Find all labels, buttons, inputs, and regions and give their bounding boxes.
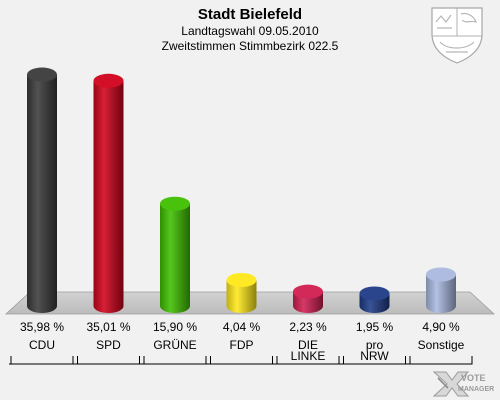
category-axis: [9, 356, 473, 365]
brand-manager: MANAGER: [458, 386, 494, 393]
bar-5: [359, 286, 390, 313]
vote-manager-logo: VOTE MANAGER: [432, 371, 494, 397]
bar-cap: [160, 196, 190, 211]
bar-6: [426, 267, 456, 313]
axis-tick: [276, 356, 340, 365]
bar-series: [27, 67, 456, 313]
bar-body: [93, 80, 124, 313]
bar-3: [226, 273, 257, 313]
bar-cap: [226, 273, 257, 288]
category-label: Sonstige: [418, 338, 465, 352]
category-label: FDP: [230, 338, 254, 352]
coat-of-arms-icon: [431, 7, 483, 64]
value-label: 15,90 %: [153, 320, 197, 334]
chart-subtitle-election: Landtagswahl 09.05.2010: [181, 24, 319, 38]
category-label: SPD: [96, 338, 121, 352]
axis-tick: [343, 356, 406, 365]
value-label: 1,95 %: [356, 320, 394, 334]
chart-title: Stadt Bielefeld: [197, 6, 303, 23]
value-label: 35,98 %: [20, 320, 64, 334]
bar-body: [226, 280, 257, 313]
chart-header: Stadt Bielefeld Landtagswahl 09.05.2010 …: [0, 6, 500, 54]
brand-vote: VOTE: [461, 373, 486, 383]
bar-1: [93, 73, 124, 313]
bar-body: [160, 203, 190, 313]
ballot-cross-icon: [432, 371, 470, 397]
axis-tick: [409, 356, 473, 365]
bar-body: [426, 274, 456, 313]
axis-tick: [143, 356, 207, 365]
category-label: GRÜNE: [153, 338, 196, 352]
bar-cap: [359, 286, 390, 301]
category-labels: CDU SPD GRÜNE FDP DIE LINKE pro NRW Sonstige: [29, 338, 465, 363]
axis-tick: [77, 356, 140, 365]
bar-cap: [426, 267, 456, 282]
bar-0: [27, 67, 57, 313]
category-label: pro NRW: [360, 338, 389, 363]
axis-tick: [210, 356, 273, 365]
value-label: 4,04 %: [223, 320, 261, 334]
value-label: 2,23 %: [289, 320, 327, 334]
bar-4: [293, 284, 323, 313]
value-label: 4,90 %: [422, 320, 460, 334]
bar-cap: [293, 284, 323, 299]
value-label: 35,01 %: [86, 320, 130, 334]
bar-body: [27, 74, 57, 313]
category-label: CDU: [29, 338, 55, 352]
value-labels: 35,98 % 35,01 % 15,90 % 4,04 % 2,23 % 1,95 % 4…: [20, 320, 460, 334]
bar-cap: [27, 67, 57, 82]
chart-subtitle-district: Zweitstimmen Stimmbezirk 022.5: [161, 39, 339, 53]
bar-2: [160, 196, 190, 313]
category-label: DIE LINKE: [291, 338, 326, 363]
bar-cap: [93, 73, 124, 88]
axis-tick: [10, 356, 74, 365]
